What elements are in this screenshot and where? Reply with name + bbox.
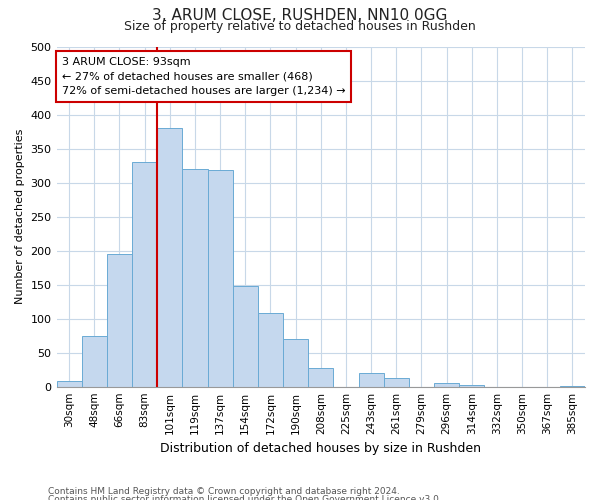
- Bar: [157, 128, 182, 386]
- Bar: [107, 254, 132, 386]
- Bar: [233, 286, 258, 386]
- Bar: [308, 368, 334, 386]
- Text: Size of property relative to detached houses in Rushden: Size of property relative to detached ho…: [124, 20, 476, 33]
- Bar: [258, 313, 283, 386]
- Bar: [82, 336, 107, 386]
- Y-axis label: Number of detached properties: Number of detached properties: [15, 129, 25, 304]
- Text: Contains HM Land Registry data © Crown copyright and database right 2024.: Contains HM Land Registry data © Crown c…: [48, 488, 400, 496]
- Bar: [208, 170, 233, 386]
- Bar: [359, 373, 383, 386]
- X-axis label: Distribution of detached houses by size in Rushden: Distribution of detached houses by size …: [160, 442, 481, 455]
- Text: Contains public sector information licensed under the Open Government Licence v3: Contains public sector information licen…: [48, 495, 442, 500]
- Text: 3, ARUM CLOSE, RUSHDEN, NN10 0GG: 3, ARUM CLOSE, RUSHDEN, NN10 0GG: [152, 8, 448, 22]
- Bar: [56, 381, 82, 386]
- Bar: [182, 169, 208, 386]
- Bar: [459, 384, 484, 386]
- Bar: [132, 162, 157, 386]
- Bar: [434, 384, 459, 386]
- Bar: [383, 378, 409, 386]
- Bar: [283, 339, 308, 386]
- Text: 3 ARUM CLOSE: 93sqm
← 27% of detached houses are smaller (468)
72% of semi-detac: 3 ARUM CLOSE: 93sqm ← 27% of detached ho…: [62, 56, 346, 96]
